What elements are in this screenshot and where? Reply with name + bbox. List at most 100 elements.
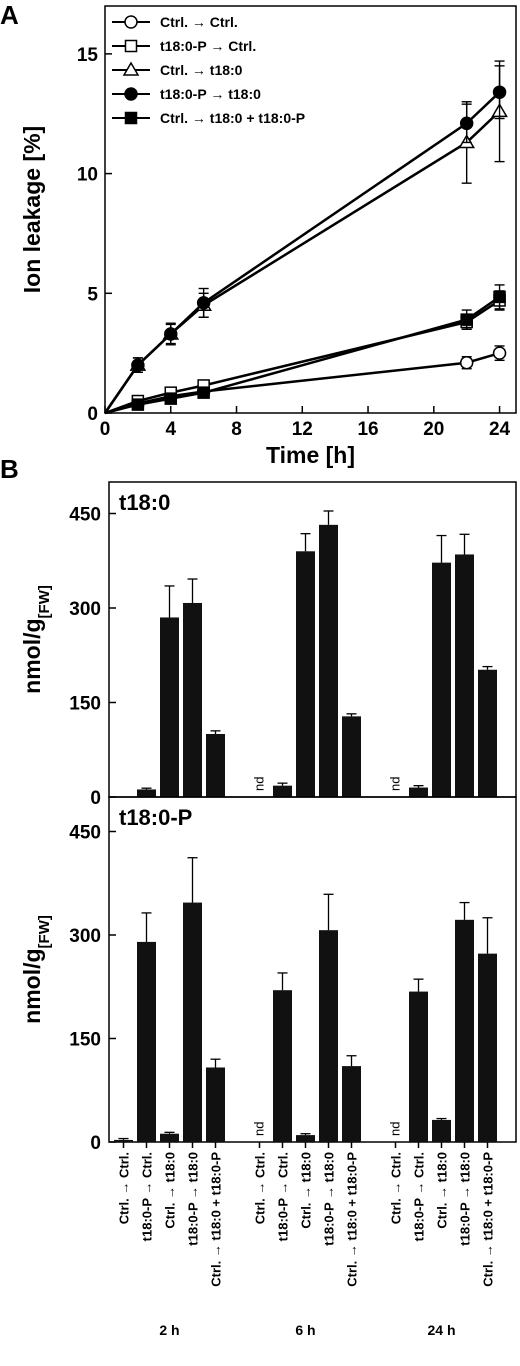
y-tick-label: 300: [69, 599, 101, 620]
y-axis-title-subscript: [FW]: [36, 585, 53, 618]
bar: [319, 524, 338, 797]
legend-label: Ctrl. → Ctrl.: [160, 14, 238, 30]
bar: [273, 785, 292, 797]
plot-frame: [104, 5, 517, 414]
chart-title: t18:0-P: [119, 805, 192, 830]
y-tick-label: 450: [69, 505, 101, 526]
data-point: [131, 358, 145, 372]
not-detected-label: nd: [388, 777, 403, 791]
bar: [183, 902, 202, 1142]
not-detected-label: nd: [252, 1122, 267, 1136]
y-axis-title: Ion leakage [%]: [19, 126, 45, 293]
bar: [206, 734, 225, 797]
category-label: Ctrl. → t18:0 + t18:0-P: [345, 1152, 360, 1287]
not-detected-label: nd: [252, 777, 267, 791]
bar: [160, 617, 179, 797]
data-point: [492, 346, 507, 360]
bar: [273, 990, 292, 1142]
category-label: t18:0-P → Ctrl.: [276, 1152, 291, 1241]
category-label: Ctrl. → t18:0 + t18:0-P: [209, 1152, 224, 1287]
series-line: [103, 91, 501, 414]
bar: [296, 1135, 315, 1142]
data-point: [459, 116, 474, 131]
bar: [183, 602, 202, 797]
category-label: Ctrl. → t18:0: [435, 1152, 450, 1229]
bar: [478, 669, 497, 797]
y-tick-label: 5: [87, 284, 98, 305]
bar-chart-0: t18:0 0 150 300 450 nmol/g[FW] nd nd: [19, 481, 517, 809]
legend-marker: [122, 61, 140, 76]
bar-chart-1: t18:0-P 0 150 300 450 nmol/g[FW] nd nd: [19, 796, 517, 1154]
legend: Ctrl. → Ctrl. t18:0-P → Ctrl. Ctrl. → t18:…: [112, 14, 305, 126]
y-tick-label: 450: [69, 823, 101, 844]
data-point: [197, 386, 210, 399]
category-label: t18:0-P → t18:0: [322, 1152, 337, 1246]
x-axis-title: Time [h]: [266, 442, 355, 468]
category-label: t18:0-P → Ctrl.: [140, 1152, 155, 1241]
data-point: [460, 313, 473, 326]
y-axis-title-subscript: [FW]: [36, 915, 53, 948]
panel-a-line-chart: 0 4 8 12 16 20 24 0 5 10 15 Time [h] Ion leakage [%]…: [19, 5, 517, 468]
bar: [342, 1066, 361, 1142]
legend-marker: [124, 87, 138, 101]
x-tick-label: 12: [292, 419, 313, 440]
panel-b-bar-charts: t18:0 0 150 300 450 nmol/g[FW] nd nd t18:0-P 0 150…: [19, 481, 517, 1338]
series-line: [103, 110, 501, 414]
x-tick-label: 0: [100, 419, 111, 440]
bar: [478, 953, 497, 1142]
data-point: [493, 290, 506, 304]
data-point: [131, 398, 145, 411]
data-point: [196, 296, 211, 310]
y-tick-label: 0: [90, 788, 101, 809]
y-tick-label: 300: [69, 926, 101, 947]
bar: [409, 787, 428, 797]
bar: [206, 1067, 225, 1142]
legend-label: Ctrl. → t18:0 + t18:0-P: [160, 110, 305, 126]
data-point: [164, 392, 178, 405]
bar: [409, 991, 428, 1142]
bar: [137, 789, 156, 797]
legend-marker: [124, 15, 138, 29]
category-label: Ctrl. → Ctrl.: [253, 1152, 268, 1224]
group-label: 24 h: [427, 1322, 455, 1338]
data-point: [459, 355, 474, 370]
y-tick-label: 15: [77, 45, 99, 66]
bar: [432, 1119, 451, 1142]
y-tick-label: 0: [90, 1133, 101, 1154]
category-label: t18:0-P → Ctrl.: [412, 1152, 427, 1241]
data-point: [164, 327, 178, 341]
x-tick-label: 20: [423, 419, 444, 440]
legend-label: t18:0-P → Ctrl.: [160, 38, 256, 54]
y-tick-label: 150: [69, 1030, 101, 1051]
group-label: 2 h: [159, 1322, 179, 1338]
bar: [432, 562, 451, 797]
category-label: Ctrl. → t18:0: [299, 1152, 314, 1229]
x-tick-label: 24: [489, 419, 511, 440]
chart-title: t18:0: [119, 490, 170, 515]
bar: [319, 930, 338, 1142]
bar: [137, 941, 156, 1142]
legend-label: t18:0-P → t18:0: [160, 86, 261, 102]
y-tick-label: 150: [69, 694, 101, 715]
category-label: Ctrl. → t18:0: [163, 1152, 178, 1229]
y-tick-label: 0: [87, 404, 98, 425]
y-axis-title: nmol/g[FW]: [19, 585, 53, 694]
x-tick-label: 16: [357, 419, 378, 440]
category-label: t18:0-P → t18:0: [186, 1152, 201, 1246]
category-label: Ctrl. → Ctrl.: [117, 1152, 132, 1224]
bar: [455, 554, 474, 797]
group-label: 6 h: [295, 1322, 315, 1338]
data-point: [492, 85, 507, 99]
category-label: t18:0-P → t18:0: [458, 1152, 473, 1246]
bar: [342, 716, 361, 797]
bar: [455, 919, 474, 1142]
series-4: [104, 284, 506, 415]
y-tick-label: 10: [77, 165, 98, 186]
legend-label: Ctrl. → t18:0: [160, 62, 243, 78]
x-tick-label: 4: [165, 419, 176, 440]
legend-marker: [124, 39, 138, 53]
legend-marker: [124, 111, 138, 125]
not-detected-label: nd: [388, 1122, 403, 1136]
plot-frame: [108, 796, 517, 1143]
